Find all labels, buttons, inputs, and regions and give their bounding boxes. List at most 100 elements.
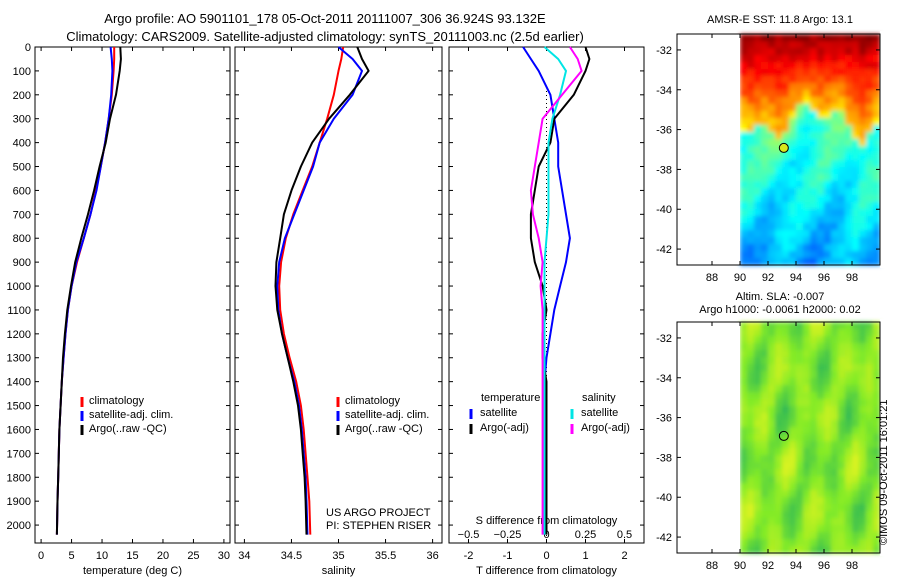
- map-cell: [789, 139, 797, 147]
- map-cell: [740, 195, 748, 203]
- map-cell: [859, 118, 867, 126]
- map-cell: [852, 34, 860, 42]
- map-cell: [845, 399, 853, 407]
- map-cell: [803, 476, 811, 484]
- map-cell: [852, 97, 860, 105]
- map-cell: [740, 525, 748, 533]
- map-cell: [761, 343, 769, 351]
- map-cell: [845, 34, 853, 42]
- map-cell: [810, 525, 818, 533]
- map-cell: [852, 62, 860, 70]
- map-cell: [768, 251, 776, 259]
- lon-tick-label: 88: [706, 560, 718, 572]
- map-cell: [845, 76, 853, 84]
- map-cell: [740, 406, 748, 414]
- map-cell: [845, 202, 853, 210]
- map-cell: [852, 139, 860, 147]
- map-cell: [754, 104, 762, 112]
- map-cell: [817, 518, 825, 526]
- map-cell: [831, 490, 839, 498]
- map-cell: [789, 392, 797, 400]
- map-cell: [845, 146, 853, 154]
- map-cell: [789, 83, 797, 91]
- map-cell: [747, 371, 755, 379]
- map-cell: [775, 62, 783, 70]
- map-cell: [817, 406, 825, 414]
- map-cell: [817, 62, 825, 70]
- map-cell: [761, 518, 769, 526]
- map-cell: [817, 230, 825, 238]
- map-cell: [866, 160, 874, 168]
- map-cell: [775, 385, 783, 393]
- map-cell: [831, 55, 839, 63]
- map-cell: [796, 258, 804, 266]
- s-tick-label: 0: [543, 529, 549, 541]
- map-cell: [838, 357, 846, 365]
- map-cell: [831, 132, 839, 140]
- series-line-temperature-argo-adj-: [529, 46, 591, 535]
- map-cell: [838, 504, 846, 512]
- map-cell: [873, 34, 881, 42]
- map-cell: [817, 76, 825, 84]
- lon-tick-label: 94: [790, 272, 802, 284]
- map-cell: [789, 34, 797, 42]
- map-cell: [838, 209, 846, 217]
- map-cell: [754, 167, 762, 175]
- map-cell: [824, 490, 832, 498]
- lat-tick-label: -40: [656, 492, 672, 504]
- map-cell: [796, 441, 804, 449]
- map-cell: [859, 525, 867, 533]
- map-cell: [789, 118, 797, 126]
- map-cell: [824, 539, 832, 547]
- map-cell: [761, 174, 769, 182]
- map-cell: [782, 336, 790, 344]
- depth-tick-label: 1100: [7, 305, 31, 317]
- map-cell: [852, 427, 860, 435]
- map-cell: [852, 448, 860, 456]
- map-cell: [873, 251, 881, 259]
- map-cell: [852, 497, 860, 505]
- map-cell: [796, 153, 804, 161]
- map-cell: [789, 251, 797, 259]
- map-cell: [768, 329, 776, 337]
- map-cell: [754, 41, 762, 49]
- map-cell: [810, 139, 818, 147]
- lat-tick-label: -42: [656, 244, 672, 256]
- map-cell: [810, 518, 818, 526]
- map-cell: [740, 462, 748, 470]
- map-cell: [838, 111, 846, 119]
- map-cell: [754, 497, 762, 505]
- map-cell: [803, 539, 811, 547]
- map-cell: [845, 546, 853, 554]
- map-cell: [845, 448, 853, 456]
- map-cell: [817, 160, 825, 168]
- map-cell: [852, 202, 860, 210]
- map-cell: [803, 434, 811, 442]
- map-cell: [782, 83, 790, 91]
- map-cell: [789, 181, 797, 189]
- depth-tick-label: 1700: [7, 448, 31, 460]
- map-cell: [796, 378, 804, 386]
- map-cell: [831, 90, 839, 98]
- map-cell: [747, 518, 755, 526]
- map-cell: [810, 146, 818, 154]
- map-cell: [859, 146, 867, 154]
- map-cell: [859, 329, 867, 337]
- map-cell: [845, 41, 853, 49]
- map-cell: [873, 48, 881, 56]
- map-cell: [824, 546, 832, 554]
- map-cell: [817, 118, 825, 126]
- map-cell: [866, 462, 874, 470]
- map-cell: [838, 125, 846, 133]
- map-cell: [796, 469, 804, 477]
- map-cell: [775, 371, 783, 379]
- map-cell: [824, 41, 832, 49]
- map-cell: [838, 455, 846, 463]
- map-cell: [859, 406, 867, 414]
- map-cell: [789, 413, 797, 421]
- map-cell: [761, 83, 769, 91]
- map-cell: [747, 202, 755, 210]
- map-cell: [852, 518, 860, 526]
- map-cell: [817, 83, 825, 91]
- map-cell: [747, 413, 755, 421]
